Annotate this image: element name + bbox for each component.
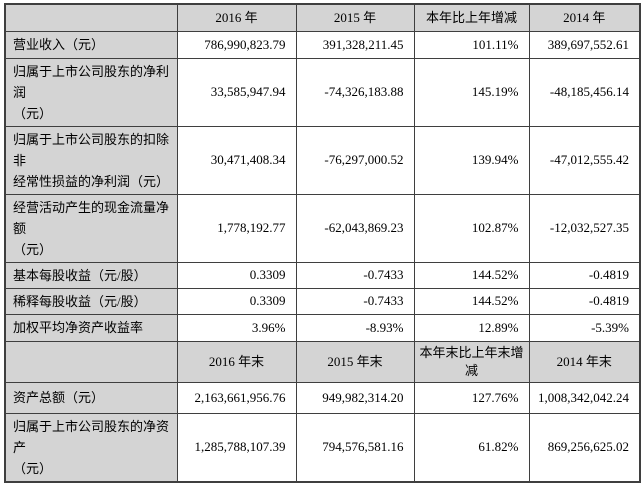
cell-value-change: 139.94% <box>413 125 530 195</box>
cell-value-2014: -12,032,527.35 <box>528 193 641 263</box>
cell-value-2016: 786,990,823.79 <box>176 30 297 59</box>
cell-value-2015: -76,297,000.52 <box>295 125 415 195</box>
cell-value-2016: 0.3309 <box>176 261 297 289</box>
cell-value-2016: 3.96% <box>176 313 297 342</box>
cell-value-2014: -48,185,456.14 <box>528 57 641 127</box>
cell-value-2014: 1,008,342,042.24 <box>528 381 641 414</box>
year-end-header-change: 本年末比上年末增 减 <box>413 340 530 383</box>
table-row-net-profit-excl-nonrecurring: 归属于上市公司股东的扣除非 经常性损益的净利润（元） 30,471,408.34… <box>4 125 641 195</box>
row-label: 归属于上市公司股东的净资产 （元） <box>4 412 178 482</box>
cell-value-change: 144.52% <box>413 287 530 315</box>
year-end-header-blank <box>4 340 178 383</box>
cell-value-2015: 391,328,211.45 <box>295 30 415 59</box>
annual-header-change: 本年比上年增减 <box>413 3 530 32</box>
cell-value-change: 145.19% <box>413 57 530 127</box>
cell-value-2015: -62,043,869.23 <box>295 193 415 263</box>
cell-value-2016: 1,285,788,107.39 <box>176 412 297 482</box>
table-row-net-profit: 归属于上市公司股东的净利润 （元） 33,585,947.94 -74,326,… <box>4 57 641 127</box>
table-row-weighted-avg-roe: 加权平均净资产收益率 3.96% -8.93% 12.89% -5.39% <box>4 313 641 342</box>
row-label: 稀释每股收益（元/股） <box>4 287 178 315</box>
annual-header-2014: 2014 年 <box>528 3 641 32</box>
row-label: 加权平均净资产收益率 <box>4 313 178 342</box>
annual-header-blank <box>4 3 178 32</box>
cell-value-change: 101.11% <box>413 30 530 59</box>
table-row-net-assets: 归属于上市公司股东的净资产 （元） 1,285,788,107.39 794,5… <box>4 412 641 482</box>
cell-value-2016: 33,585,947.94 <box>176 57 297 127</box>
table-row-operating-revenue: 营业收入（元） 786,990,823.79 391,328,211.45 10… <box>4 30 641 59</box>
cell-value-2014: -0.4819 <box>528 261 641 289</box>
cell-value-change: 127.76% <box>413 381 530 414</box>
table-row-basic-eps: 基本每股收益（元/股） 0.3309 -0.7433 144.52% -0.48… <box>4 261 641 289</box>
year-end-header-2016: 2016 年末 <box>176 340 297 383</box>
cell-value-change: 61.82% <box>413 412 530 482</box>
row-label: 基本每股收益（元/股） <box>4 261 178 289</box>
cell-value-2015: -74,326,183.88 <box>295 57 415 127</box>
cell-value-change: 12.89% <box>413 313 530 342</box>
financial-summary-table: 2016 年 2015 年 本年比上年增减 2014 年 营业收入（元） 786… <box>4 3 641 483</box>
row-label: 营业收入（元） <box>4 30 178 59</box>
cell-value-2015: 949,982,314.20 <box>295 381 415 414</box>
cell-value-2014: 389,697,552.61 <box>528 30 641 59</box>
cell-value-2016: 30,471,408.34 <box>176 125 297 195</box>
annual-header-2015: 2015 年 <box>295 3 415 32</box>
annual-header-row: 2016 年 2015 年 本年比上年增减 2014 年 <box>4 3 641 32</box>
row-label: 经营活动产生的现金流量净额 （元） <box>4 193 178 263</box>
year-end-header-2014: 2014 年末 <box>528 340 641 383</box>
cell-value-change: 102.87% <box>413 193 530 263</box>
cell-value-2015: -8.93% <box>295 313 415 342</box>
table-row-total-assets: 资产总额（元） 2,163,661,956.76 949,982,314.20 … <box>4 381 641 414</box>
cell-value-2015: -0.7433 <box>295 287 415 315</box>
table-row-operating-cash-flow: 经营活动产生的现金流量净额 （元） 1,778,192.77 -62,043,8… <box>4 193 641 263</box>
cell-value-change: 144.52% <box>413 261 530 289</box>
table-row-diluted-eps: 稀释每股收益（元/股） 0.3309 -0.7433 144.52% -0.48… <box>4 287 641 315</box>
cell-value-2016: 0.3309 <box>176 287 297 315</box>
row-label: 归属于上市公司股东的扣除非 经常性损益的净利润（元） <box>4 125 178 195</box>
cell-value-2014: 869,256,625.02 <box>528 412 641 482</box>
cell-value-2014: -0.4819 <box>528 287 641 315</box>
cell-value-2016: 2,163,661,956.76 <box>176 381 297 414</box>
row-label: 资产总额（元） <box>4 381 178 414</box>
report-page: 2016 年 2015 年 本年比上年增减 2014 年 营业收入（元） 786… <box>4 3 641 483</box>
year-end-header-row: 2016 年末 2015 年末 本年末比上年末增 减 2014 年末 <box>4 340 641 383</box>
cell-value-2014: -5.39% <box>528 313 641 342</box>
cell-value-2015: -0.7433 <box>295 261 415 289</box>
year-end-header-2015: 2015 年末 <box>295 340 415 383</box>
cell-value-2015: 794,576,581.16 <box>295 412 415 482</box>
cell-value-2016: 1,778,192.77 <box>176 193 297 263</box>
annual-header-2016: 2016 年 <box>176 3 297 32</box>
cell-value-2014: -47,012,555.42 <box>528 125 641 195</box>
row-label: 归属于上市公司股东的净利润 （元） <box>4 57 178 127</box>
